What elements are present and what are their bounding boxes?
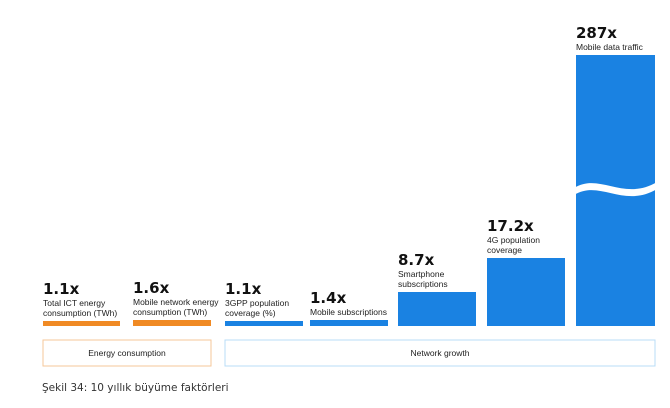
value-label-mobile-energy: 1.6x — [133, 279, 170, 297]
value-label-data: 287x — [576, 24, 617, 42]
group-box-network — [224, 339, 656, 367]
category-label-data: Mobile data traffic — [576, 42, 644, 52]
bar-3gpp — [225, 321, 303, 326]
category-label-mobile-energy: Mobile network energy — [133, 297, 219, 307]
figure-caption: Şekil 34: 10 yıllık büyüme faktörleri — [42, 382, 229, 394]
group-box-energy — [42, 339, 212, 367]
category-label-smartphone: subscriptions — [398, 279, 448, 289]
axis-break-wave — [574, 182, 657, 197]
category-label-4g: 4G population — [487, 235, 540, 245]
group-label-network: Network growth — [410, 348, 469, 358]
bars-layer — [43, 55, 657, 326]
category-label-ict: Total ICT energy — [43, 298, 106, 308]
group-label-energy: Energy consumption — [88, 348, 166, 358]
category-label-3gpp: 3GPP population — [225, 298, 289, 308]
category-label-smartphone: Smartphone — [398, 269, 445, 279]
category-label-ict: consumption (TWh) — [43, 308, 117, 318]
group-boxes-layer: Energy consumption Network growth — [42, 339, 656, 367]
category-label-mobile-energy: consumption (TWh) — [133, 307, 207, 317]
bar-4g — [487, 258, 565, 326]
bar-subs — [310, 320, 388, 326]
category-label-subs: Mobile subscriptions — [310, 307, 387, 317]
bar-ict — [43, 321, 120, 326]
bar-mobile-energy — [133, 320, 211, 326]
category-label-4g: coverage — [487, 245, 522, 255]
value-label-3gpp: 1.1x — [225, 280, 262, 298]
category-label-3gpp: coverage (%) — [225, 308, 276, 318]
value-label-4g: 17.2x — [487, 217, 534, 235]
value-label-subs: 1.4x — [310, 289, 347, 307]
bar-smartphone — [398, 292, 476, 326]
value-label-smartphone: 8.7x — [398, 251, 435, 269]
value-label-ict: 1.1x — [43, 280, 80, 298]
